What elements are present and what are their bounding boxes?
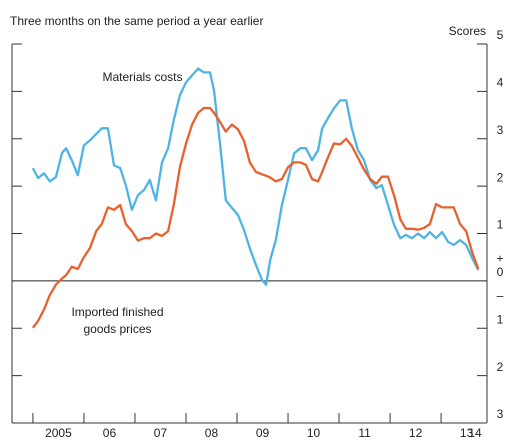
y-axis-label: Scores	[449, 24, 486, 38]
y-tick-label: 3	[497, 407, 504, 421]
y-tick-label: 5	[497, 28, 504, 42]
x-tick-label: 07	[154, 426, 168, 440]
x-tick-label: 08	[205, 426, 219, 440]
y-tick-label: 1	[497, 312, 504, 326]
x-tick-label: 12	[409, 426, 423, 440]
series-label: Materials costs	[102, 70, 183, 84]
y-tick-label: 4	[497, 76, 504, 90]
x-tick-label: 2005	[45, 426, 72, 440]
y-tick-label: 0	[497, 265, 504, 279]
sign-label: –	[497, 289, 504, 303]
x-tick-label: 10	[307, 426, 321, 440]
series-line	[31, 106, 480, 329]
x-tick-label: 13	[460, 426, 474, 440]
y-tick-label: 3	[497, 123, 504, 137]
y-tick-label: 2	[497, 170, 504, 184]
sign-label: +	[496, 251, 503, 265]
x-tick-label: 06	[103, 426, 117, 440]
x-tick-label: 09	[256, 426, 270, 440]
x-tick-label: 14	[468, 426, 482, 440]
y-tick-label: 1	[497, 218, 504, 232]
x-tick-label: 11	[358, 426, 371, 440]
chart-title: Three months on the same period a year e…	[10, 14, 263, 28]
y-tick-label: 2	[497, 360, 504, 374]
series-line	[31, 67, 480, 286]
series-label: Imported finished goods prices	[71, 305, 164, 336]
